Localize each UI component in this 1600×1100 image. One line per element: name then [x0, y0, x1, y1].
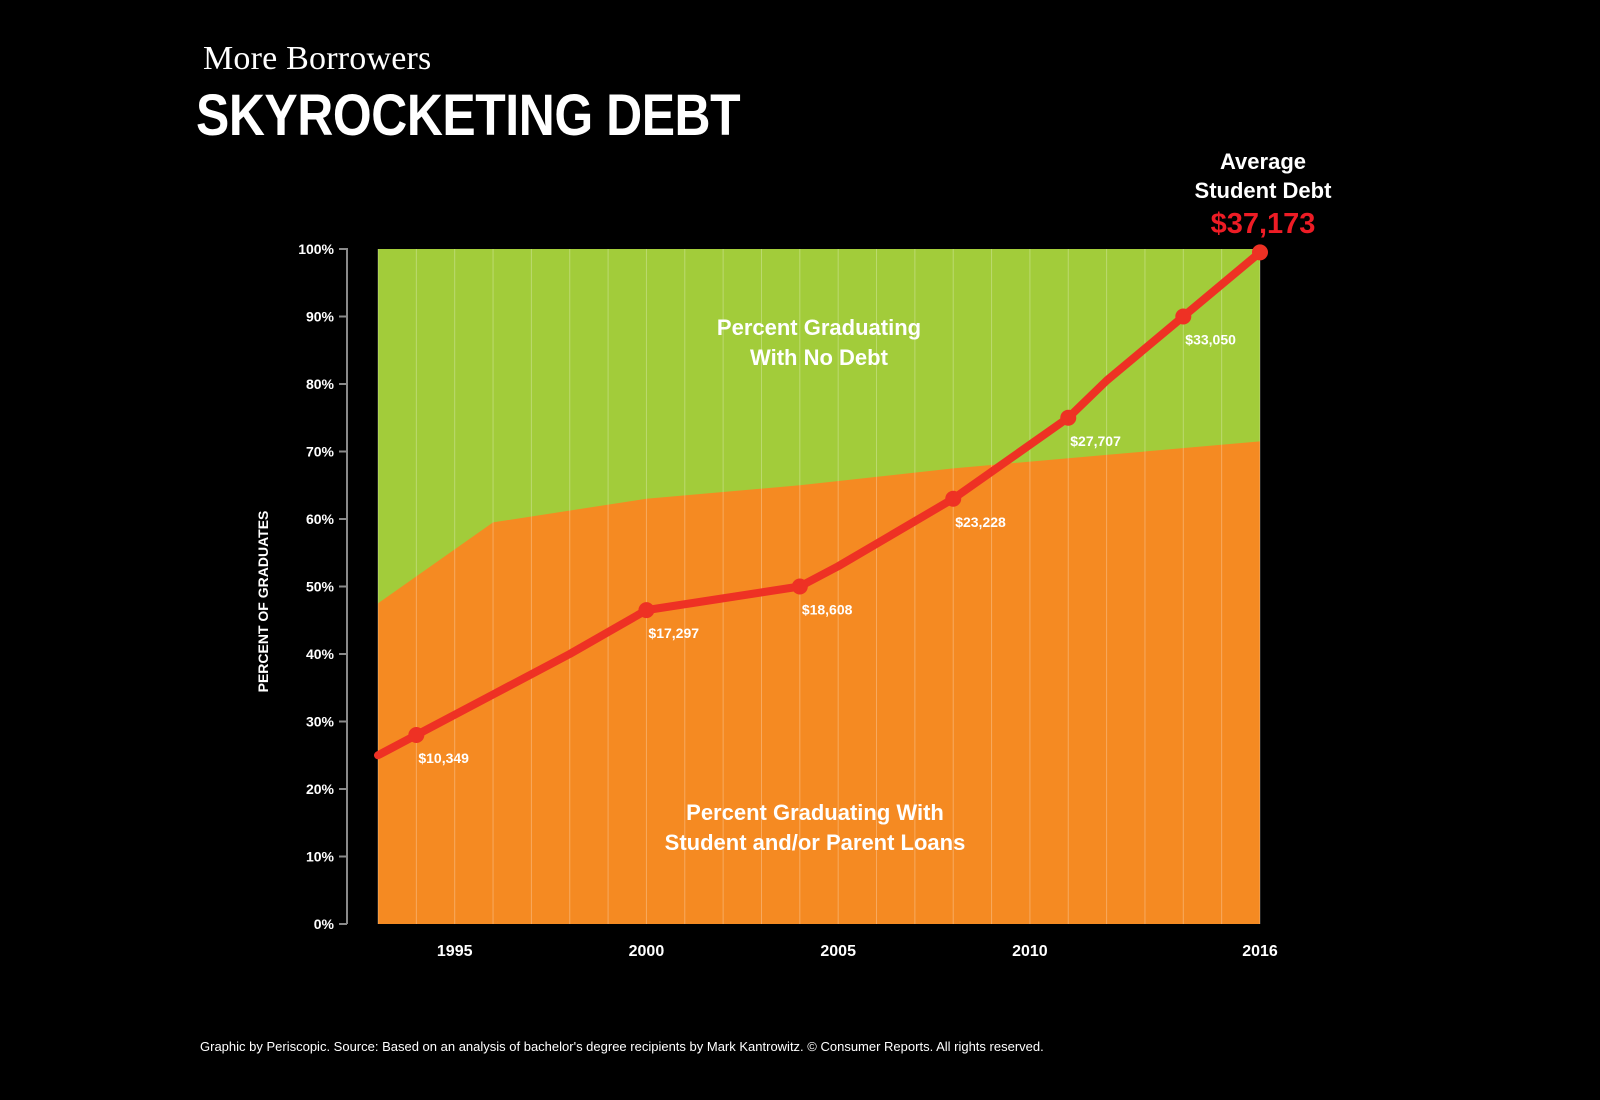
- debt-point: [1060, 409, 1077, 426]
- loans-label-line1: Percent Graduating With: [686, 800, 944, 825]
- debt-point-label: $33,050: [1185, 332, 1236, 348]
- loans-label-line2: Student and/or Parent Loans: [665, 830, 966, 855]
- source-credit: Graphic by Periscopic. Source: Based on …: [200, 1039, 1044, 1054]
- y-tick-label: 30%: [306, 714, 335, 730]
- callout-line2: Student Debt: [1195, 178, 1333, 203]
- y-tick-label: 80%: [306, 376, 335, 392]
- y-tick-label: 10%: [306, 849, 335, 865]
- debt-point-label: $18,608: [802, 602, 853, 618]
- debt-line: [374, 248, 1264, 760]
- debt-point: [945, 490, 962, 507]
- debt-point: [1175, 308, 1192, 325]
- x-tick-label: 2005: [820, 943, 856, 960]
- y-tick-label: 40%: [306, 646, 335, 662]
- y-tick-label: 0%: [314, 916, 335, 932]
- y-tick-label: 90%: [306, 309, 335, 325]
- debt-point: [1252, 244, 1268, 261]
- chart-subtitle: More Borrowers: [203, 40, 432, 77]
- x-tick-label: 1995: [437, 943, 473, 960]
- debt-point: [408, 727, 425, 743]
- x-tick-label: 2000: [629, 943, 665, 960]
- y-tick-label: 60%: [306, 511, 335, 527]
- debt-point: [791, 578, 808, 595]
- debt-point-label: $17,297: [648, 625, 699, 641]
- y-tick-label: 70%: [306, 444, 335, 460]
- debt-point: [638, 602, 655, 619]
- callout-line1: Average: [1220, 149, 1306, 174]
- y-tick-label: 20%: [306, 781, 335, 797]
- debt-point-label: $10,349: [418, 750, 469, 766]
- debt-point-label: $23,228: [955, 514, 1006, 530]
- x-tick-label: 2016: [1242, 943, 1278, 960]
- y-axis-title: PERCENT OF GRADUATES: [255, 511, 271, 693]
- debt-point-label: $27,707: [1070, 433, 1121, 449]
- x-tick-label: 2010: [1012, 943, 1048, 960]
- no-debt-label-line1: Percent Graduating: [717, 315, 921, 340]
- y-tick-label: 50%: [306, 579, 335, 595]
- loans-area: [378, 441, 1260, 924]
- callout-value: $37,173: [1211, 208, 1316, 240]
- chart-title: SKYROCKETING DEBT: [196, 83, 741, 148]
- no-debt-label-line2: With No Debt: [750, 345, 889, 370]
- y-tick-label: 100%: [298, 241, 334, 257]
